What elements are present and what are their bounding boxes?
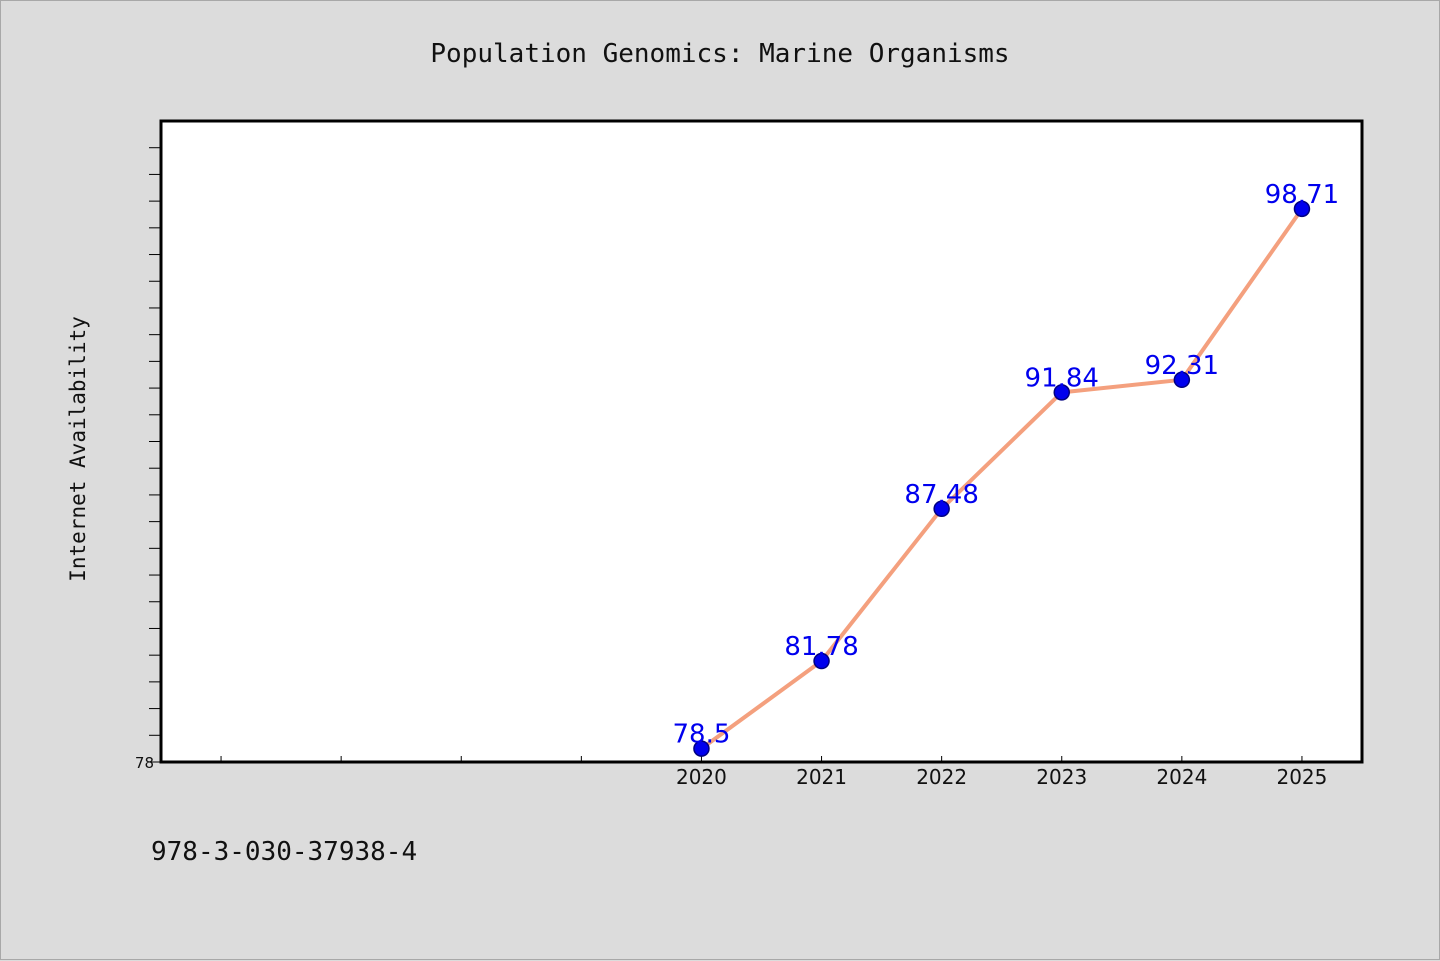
data-point [1293, 200, 1311, 218]
data-label: 87.48 [904, 480, 978, 510]
data-label: 81.78 [784, 632, 858, 662]
y-axis-label: Internet Availability [66, 316, 90, 582]
data-label: 92.31 [1145, 351, 1219, 381]
x-axis-ticks: 2020 2021 2022 2023 2024 2025 [220, 756, 1327, 789]
data-point [1053, 384, 1070, 401]
x-tick-label: 2023 [1036, 765, 1087, 789]
y-tick-label: 78 [135, 754, 154, 772]
x-tick-label: 2025 [1276, 765, 1327, 789]
data-label: 91.84 [1025, 363, 1099, 393]
data-label: 98.71 [1265, 180, 1339, 210]
data-point [933, 500, 950, 518]
chart-title: Population Genomics: Marine Organisms [430, 39, 1009, 69]
data-label: 78.5 [673, 720, 731, 750]
y-axis-ticks: 78 [135, 147, 161, 772]
plot-area [159, 119, 1364, 764]
series-line [700, 207, 1304, 751]
data-point [693, 740, 710, 757]
x-tick-label: 2021 [796, 765, 847, 789]
x-tick-label: 2024 [1156, 765, 1207, 789]
x-tick-label: 2020 [676, 765, 727, 789]
data-point [813, 652, 830, 670]
isbn-text: 978-3-030-37938-4 [151, 837, 418, 867]
x-tick-label: 2022 [916, 765, 967, 789]
series-internet-availability: 78.5 81.78 87.48 91.84 92.31 98.71 [673, 180, 1339, 757]
data-point [1173, 371, 1191, 389]
